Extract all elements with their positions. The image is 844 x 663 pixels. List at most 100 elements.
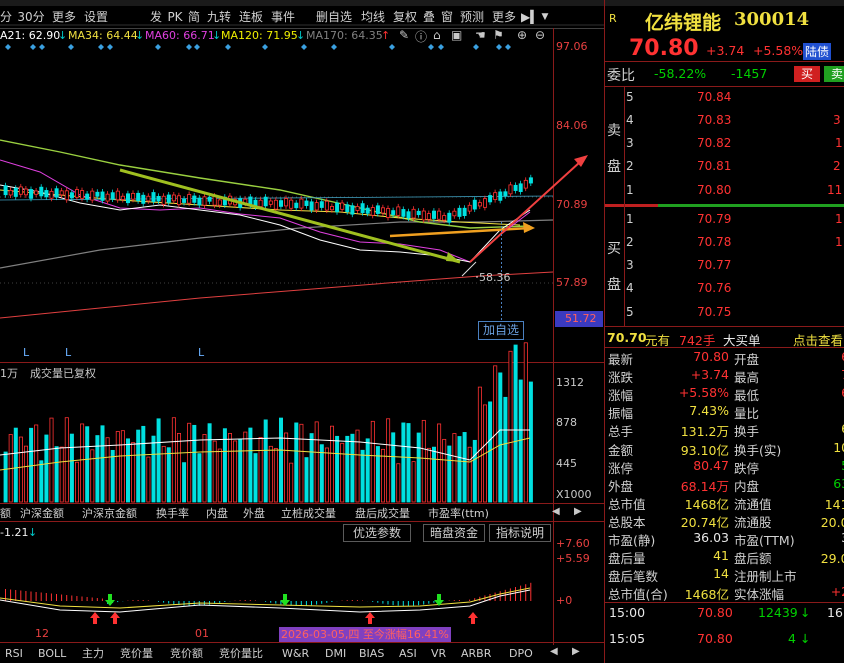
ma21-label: A21: 62.90: [0, 29, 61, 42]
tb-window[interactable]: 窗: [440, 10, 453, 24]
bag-icon[interactable]: ▣: [451, 28, 463, 42]
tb-event[interactable]: 事件: [270, 10, 295, 24]
tb-pk[interactable]: PK: [167, 10, 183, 24]
tb-settings[interactable]: 设置: [83, 10, 108, 24]
bottom-tab[interactable]: W&R: [282, 647, 310, 660]
bottom-tab[interactable]: BOLL: [38, 647, 67, 660]
ind-tab[interactable]: 市盈率(ttm): [428, 507, 489, 520]
big-order-link[interactable]: 点击查看: [793, 333, 844, 348]
tb-fuquan[interactable]: 复权: [392, 10, 417, 24]
bottom-tab[interactable]: BIAS: [359, 647, 385, 660]
bottom-tab[interactable]: ASI: [399, 647, 417, 660]
ind-tab[interactable]: 内盘: [206, 507, 228, 520]
bottom-tab[interactable]: 竞价量: [120, 647, 153, 660]
ask-vol: 11: [827, 183, 843, 197]
dark-pool-button[interactable]: 暗盘资金: [423, 524, 485, 542]
bond-tag[interactable]: 陆债: [803, 43, 832, 60]
volume-bar: [284, 432, 289, 503]
tb-overlay[interactable]: 叠: [422, 10, 435, 24]
ask-row[interactable]: 5 70.84: [605, 90, 844, 111]
stat-label: 流通值: [734, 496, 772, 512]
tb-ma-lines[interactable]: 均线: [360, 10, 385, 24]
ind-tab[interactable]: 外盘: [243, 507, 265, 520]
zoom-out-icon[interactable]: ⊖: [535, 28, 546, 42]
info-icon[interactable]: ⓘ: [415, 30, 428, 44]
sell-button[interactable]: 卖: [824, 66, 844, 82]
candle-body: [452, 210, 457, 217]
edit-icon[interactable]: ✎: [399, 28, 410, 42]
zoom-in-icon[interactable]: ⊕: [517, 28, 528, 42]
ask-level: 2: [626, 159, 634, 173]
bottom-scroll-right-icon[interactable]: ▶: [572, 646, 580, 657]
ind-scroll-right-icon[interactable]: ▶: [574, 506, 582, 517]
ask-row[interactable]: 2 70.81 2: [605, 159, 844, 180]
add-watchlist-button[interactable]: 加自选: [478, 321, 524, 340]
ask-row[interactable]: 1 70.80 11: [605, 183, 844, 204]
stat-label: 跌停: [734, 460, 760, 476]
candle-body: [263, 196, 268, 207]
ind-tab[interactable]: 立桩成交量: [281, 507, 336, 520]
ind-tab[interactable]: 换手率: [156, 507, 189, 520]
ind-tab[interactable]: 盘后成交量: [355, 507, 410, 520]
bid-row[interactable]: 1 70.79 1: [605, 212, 844, 233]
ind-tab[interactable]: 额: [0, 507, 11, 520]
ind-axis-label: +7.60: [556, 537, 590, 550]
bottom-tab[interactable]: RSI: [5, 647, 23, 660]
tb-main[interactable]: 主力: [0, 0, 1, 4]
tb-more-period[interactable]: 更多: [51, 10, 76, 24]
ind-tab[interactable]: 沪深金额: [20, 507, 64, 520]
tb-simple[interactable]: 简: [187, 10, 200, 24]
bottom-scroll-left-icon[interactable]: ◀: [550, 646, 558, 657]
volume-bar: [335, 435, 340, 503]
stat-label: 金额: [608, 442, 634, 458]
tb-remove-watch[interactable]: 删自选: [315, 10, 352, 24]
tb-jiuzhuan[interactable]: 九转: [206, 10, 231, 24]
tb-jump-end-icon[interactable]: ▶▍: [521, 10, 540, 24]
ind-tab[interactable]: 沪深京金额: [82, 507, 137, 520]
ind-scroll-left-icon[interactable]: ◀: [552, 506, 560, 517]
gift-icon[interactable]: ⌂: [433, 28, 441, 42]
hand-icon[interactable]: ☚: [475, 28, 486, 42]
optimize-params-button[interactable]: 优选参数: [343, 524, 411, 542]
bid-row[interactable]: 5 70.75: [605, 305, 844, 326]
flag-icon[interactable]: ⚑: [493, 28, 504, 42]
volume-bar: [212, 440, 217, 503]
bottom-tab[interactable]: 竞价额: [170, 647, 203, 660]
bottom-tab[interactable]: 主力: [82, 647, 104, 660]
stat-value: 14: [713, 566, 729, 582]
volume-bar: [227, 433, 232, 503]
candle-body: [49, 190, 54, 199]
ask-row[interactable]: 4 70.83 3: [605, 113, 844, 134]
indicator-help-button[interactable]: 指标说明: [489, 524, 551, 542]
trend-line-flat: [389, 226, 531, 238]
tb-more[interactable]: 更多: [491, 10, 516, 24]
bid-row[interactable]: 3 70.77: [605, 258, 844, 279]
bottom-tab[interactable]: DMI: [325, 647, 347, 660]
bottom-tab[interactable]: ARBR: [461, 647, 492, 660]
buy-button[interactable]: 买: [794, 66, 820, 82]
bid-row[interactable]: 4 70.76: [605, 281, 844, 302]
bid-row[interactable]: 2 70.78 1: [605, 235, 844, 256]
stat-label: 涨幅: [608, 388, 634, 404]
tb-lianban[interactable]: 连板: [238, 10, 263, 24]
bottom-tab[interactable]: VR: [431, 647, 447, 660]
tb-period-day[interactable]: 分: [0, 10, 12, 24]
bottom-tab[interactable]: DPO: [509, 647, 533, 660]
tb-fa[interactable]: 发: [149, 10, 162, 24]
tb-period-30m[interactable]: 30分: [17, 10, 45, 24]
bid-level: 4: [626, 281, 634, 295]
volume-bar: [182, 462, 187, 503]
volume-bar: [462, 432, 467, 503]
volume-bar: [355, 429, 360, 503]
tb-dropdown-icon[interactable]: ▼: [541, 12, 549, 22]
ask-row[interactable]: 3 70.82 1: [605, 136, 844, 157]
indicator-line: [0, 589, 531, 613]
bid-vol: 1: [835, 235, 843, 249]
candle-body: [182, 198, 187, 203]
candle-body: [523, 179, 528, 189]
tb-predict[interactable]: 预测: [459, 10, 484, 24]
bottom-tab[interactable]: 竞价量比: [219, 647, 263, 660]
candle-body: [467, 204, 472, 212]
